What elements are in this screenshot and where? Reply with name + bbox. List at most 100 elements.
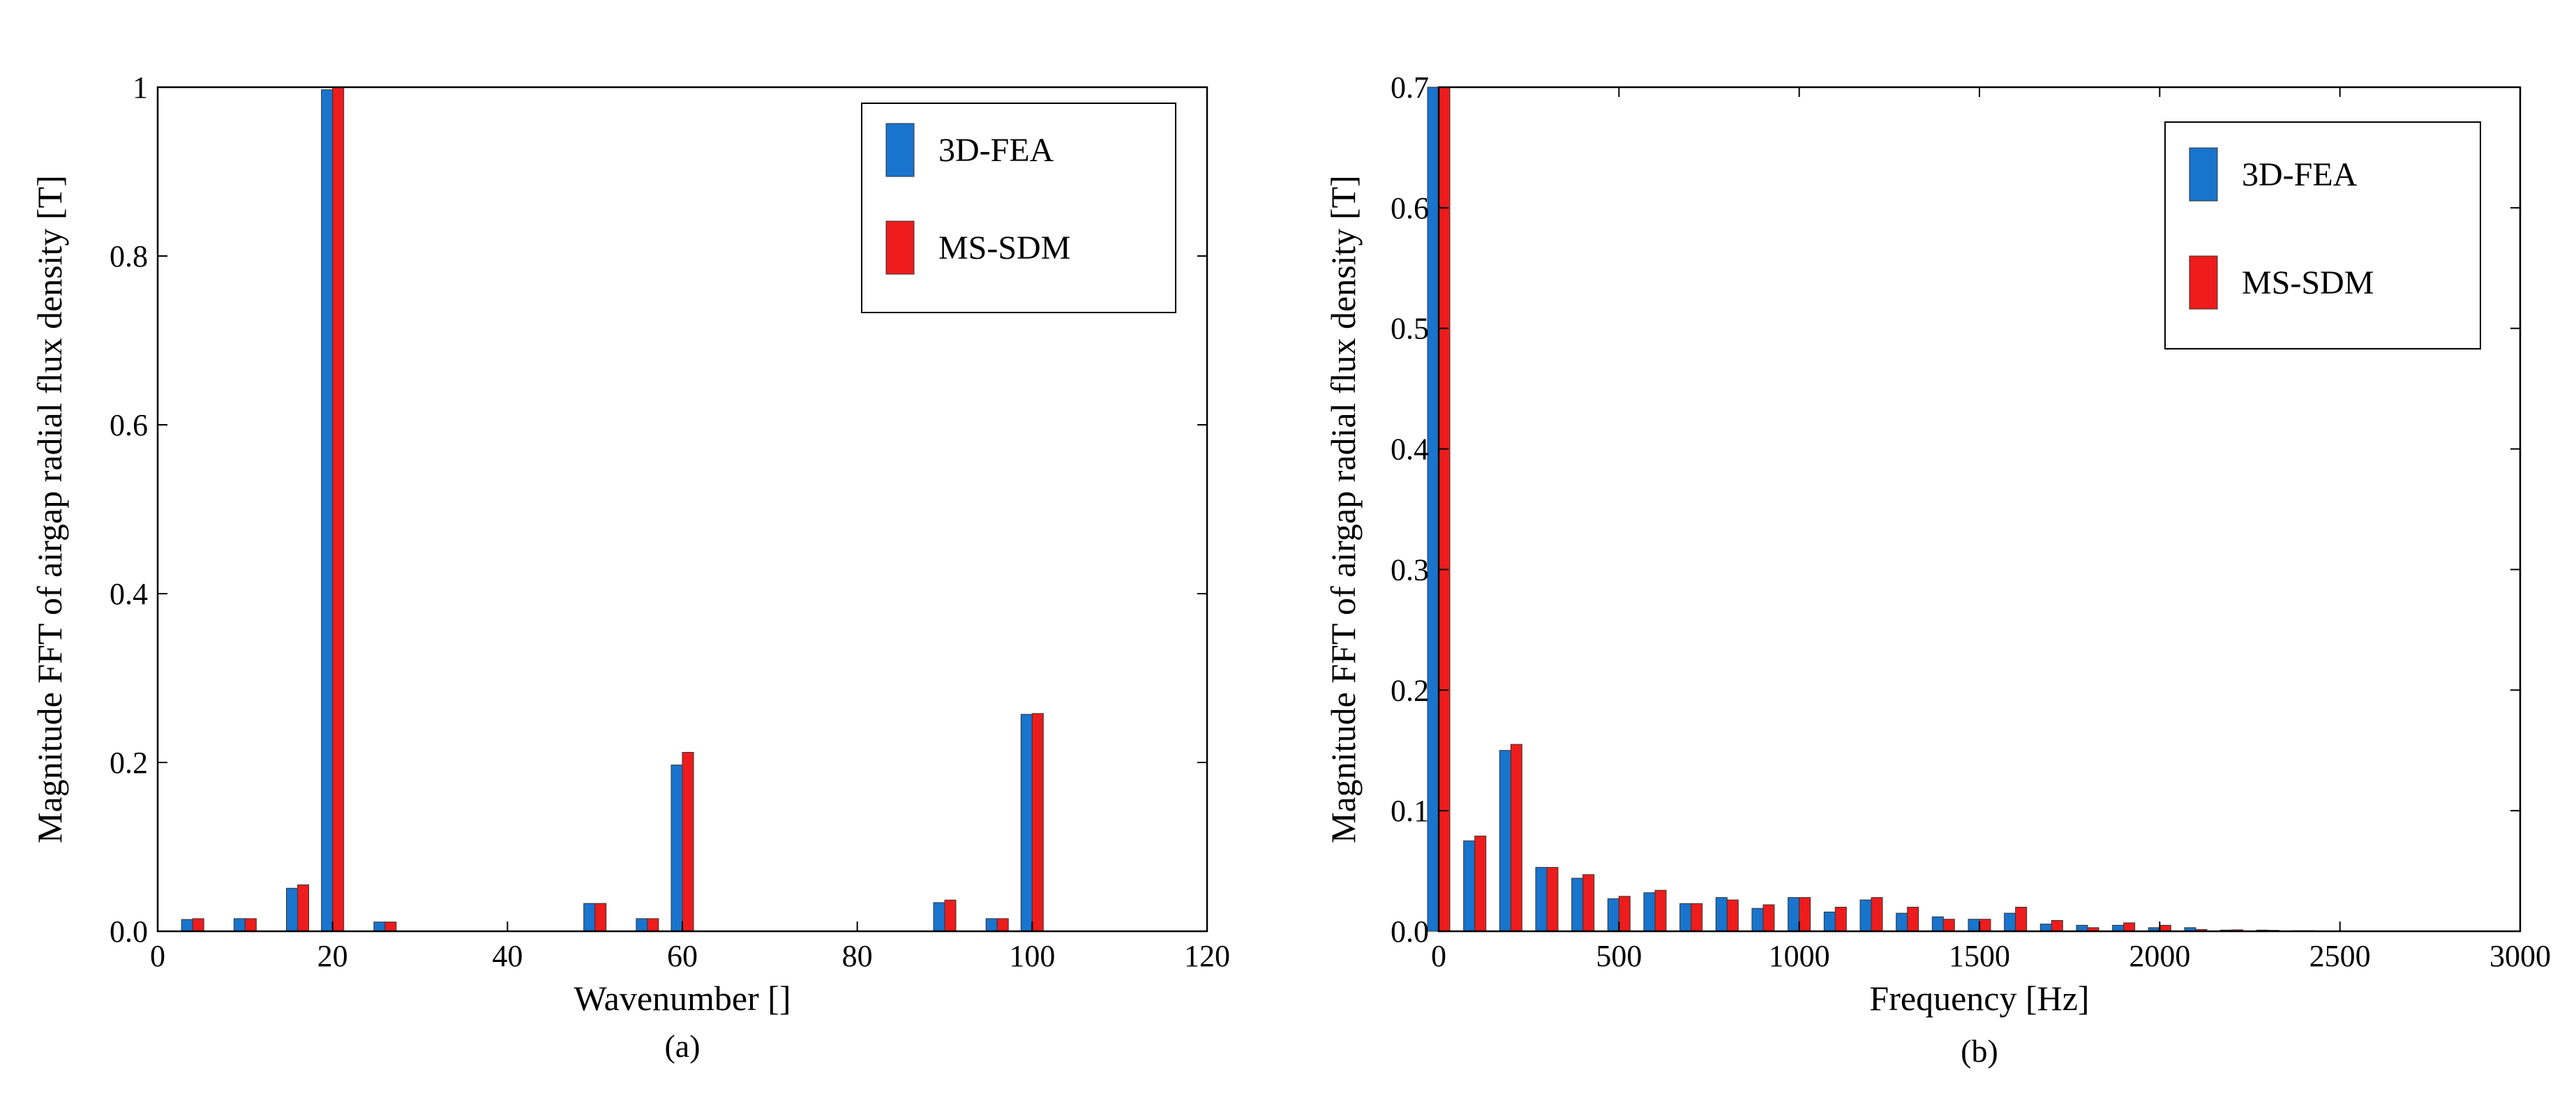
bar-ms-sdm-8 — [944, 899, 957, 932]
bar-3d-fea-8 — [1715, 897, 1728, 932]
legend-swatch-3d-fea — [2189, 147, 2218, 202]
legend: 3D-FEA MS-SDM — [861, 103, 1176, 313]
y-tick-label: 0.1 — [1391, 794, 1429, 828]
bar-3d-fea-19 — [2112, 924, 2125, 932]
bar-3d-fea-10 — [1788, 897, 1800, 932]
x-tick-label: 2000 — [2129, 939, 2190, 973]
y-tick-label: 1 — [133, 70, 148, 105]
y-tick-label: 0.3 — [1391, 552, 1429, 587]
bar-3d-fea-14 — [1931, 916, 1944, 932]
bar-3d-fea-2 — [286, 887, 299, 932]
legend-label-ms-sdm: MS-SDM — [2242, 264, 2374, 301]
x-tick-label: 1500 — [1949, 939, 2010, 973]
bar-ms-sdm-15 — [1979, 919, 1991, 932]
bar-3d-fea-0 — [181, 919, 193, 932]
panel-caption: (a) — [664, 1028, 700, 1064]
bar-ms-sdm-10 — [1799, 897, 1811, 932]
bar-3d-fea-9 — [985, 918, 998, 932]
legend-swatch-ms-sdm — [885, 220, 915, 275]
panel-caption: (b) — [1961, 1033, 1998, 1069]
bar-3d-fea-16 — [2004, 912, 2016, 932]
y-tick-label: 0.6 — [1391, 191, 1429, 225]
y-tick-label: 0.4 — [1391, 433, 1429, 467]
legend-swatch-3d-fea — [885, 123, 915, 177]
bar-ms-sdm-16 — [2015, 906, 2028, 932]
y-tick-label: 0.0 — [110, 915, 148, 949]
y-axis-ticks: 0.0 0.2 0.4 0.6 0.8 1 — [110, 70, 1207, 949]
bar-3d-fea-1 — [233, 918, 246, 932]
y-axis-title: Magnitude FFT of airgap radial flux dens… — [1324, 175, 1363, 843]
bar-ms-sdm-2 — [297, 884, 310, 932]
bar-ms-sdm-19 — [2123, 922, 2136, 932]
x-tick-label: 100 — [1009, 939, 1055, 973]
bar-ms-sdm-0 — [192, 918, 204, 932]
bar-ms-sdm-7 — [682, 751, 694, 932]
legend: 3D-FEA MS-SDM — [2164, 121, 2481, 349]
y-tick-label: 0.6 — [110, 408, 148, 442]
x-axis-title: Frequency [Hz] — [1869, 979, 2089, 1018]
x-axis-title: Wavenumber [] — [574, 979, 791, 1018]
legend-label-3d-fea: 3D-FEA — [2242, 156, 2358, 193]
bar-ms-sdm-13 — [1907, 906, 1919, 932]
bar-ms-sdm-2 — [1510, 744, 1522, 932]
bar-ms-sdm-4 — [1582, 874, 1595, 932]
y-tick-label: 0.2 — [1391, 673, 1429, 707]
legend-label-3d-fea: 3D-FEA — [938, 132, 1054, 169]
legend-label-ms-sdm: MS-SDM — [938, 230, 1070, 266]
y-tick-label: 0.4 — [110, 577, 148, 611]
bar-ms-sdm-17 — [2051, 919, 2063, 932]
bar-3d-fea-3 — [1535, 866, 1548, 932]
bar-ms-sdm-11 — [1834, 906, 1847, 932]
x-tick-label: 0 — [1431, 939, 1446, 973]
bar-ms-sdm-7 — [1691, 903, 1703, 932]
bar-3d-fea-10 — [1020, 714, 1033, 932]
bar-ms-sdm-12 — [1871, 897, 1883, 932]
y-axis-ticks: 0.0 0.1 0.2 0.3 0.4 0.5 0.6 0.7 — [1391, 70, 2520, 949]
bar-3d-fea-1 — [1463, 840, 1476, 932]
y-tick-label: 0.7 — [1391, 70, 1429, 105]
bar-3d-fea-15 — [1968, 919, 1980, 932]
x-tick-label: 80 — [842, 939, 873, 973]
bar-ms-sdm-9 — [1762, 904, 1775, 932]
y-axis-title: Magnitude FFT of airgap radial flux dens… — [30, 175, 69, 843]
y-tick-label: 0.0 — [1391, 915, 1429, 949]
x-axis-ticks: 0 20 40 60 80 100 120 — [150, 922, 1230, 973]
x-tick-label: 0 — [150, 939, 165, 973]
bar-3d-fea-0 — [1427, 87, 1439, 932]
bar-3d-fea-8 — [933, 902, 945, 932]
bar-3d-fea-17 — [2039, 924, 2052, 932]
y-tick-label: 0.5 — [1391, 312, 1429, 346]
y-tick-label: 0.2 — [110, 746, 148, 780]
x-tick-label: 500 — [1596, 939, 1642, 973]
bar-3d-fea-6 — [1643, 892, 1656, 932]
bar-3d-fea-7 — [1679, 903, 1692, 932]
bar-3d-fea-4 — [373, 922, 386, 932]
bar-ms-sdm-20 — [2159, 924, 2171, 932]
bar-ms-sdm-8 — [1726, 899, 1739, 932]
legend-swatch-ms-sdm — [2189, 255, 2218, 310]
x-tick-label: 40 — [492, 939, 523, 973]
chart-panel-b: 0 500 1000 1500 2000 2500 30000.00.10.20.30.40… — [1324, 70, 2551, 1069]
bar-3d-fea-5 — [1607, 898, 1619, 932]
x-tick-label: 1000 — [1769, 939, 1830, 973]
x-tick-label: 2500 — [2309, 939, 2371, 973]
bar-ms-sdm-1 — [1474, 835, 1487, 932]
bar-ms-sdm-9 — [996, 918, 1009, 932]
bar-ms-sdm-14 — [1942, 919, 1955, 932]
chart-panel-a: 0 20 40 60 80 100 120 0.0 0.2 0.4 0.6 0.8 1 Wavenumbe… — [30, 70, 1230, 1064]
bar-3d-fea-7 — [671, 765, 683, 932]
bar-3d-fea-6 — [636, 918, 648, 932]
bar-ms-sdm-6 — [1654, 889, 1667, 932]
bar-ms-sdm-6 — [647, 918, 659, 932]
bar-3d-fea-4 — [1571, 878, 1584, 932]
bar-3d-fea-3 — [321, 89, 334, 932]
bar-ms-sdm-1 — [244, 918, 257, 932]
bar-3d-fea-9 — [1751, 908, 1764, 932]
bar-ms-sdm-4 — [384, 922, 397, 932]
bar-ms-sdm-10 — [1031, 713, 1044, 932]
x-axis-ticks: 0 500 1000 1500 2000 2500 3000 — [1431, 87, 2551, 973]
bar-3d-fea-5 — [583, 903, 596, 932]
x-tick-label: 60 — [667, 939, 698, 973]
bar-3d-fea-18 — [2076, 924, 2088, 932]
